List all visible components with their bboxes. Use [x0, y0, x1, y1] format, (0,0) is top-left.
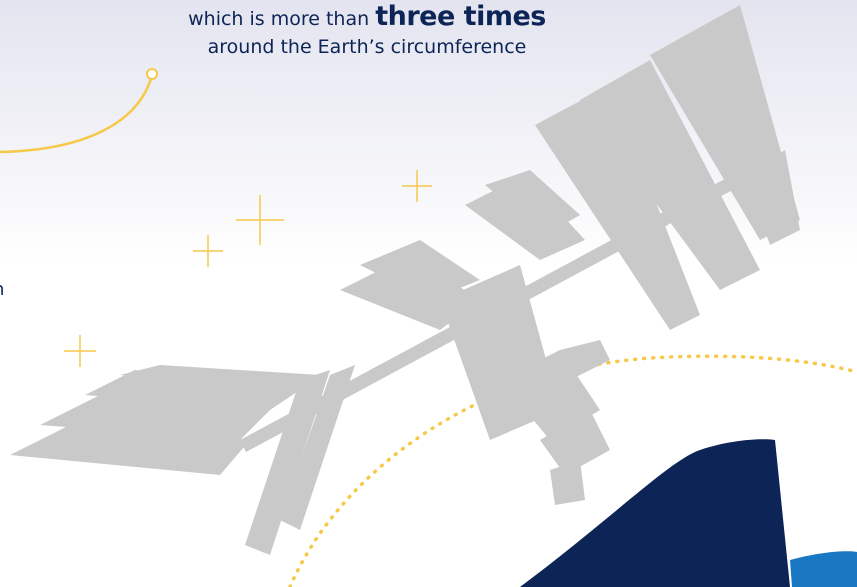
orbit-path: [288, 354, 857, 587]
connector-dot: [146, 68, 158, 80]
connector-curve: [0, 74, 154, 154]
headline-prefix: which is more than: [188, 8, 370, 30]
blue-shape: [790, 551, 857, 587]
sparkles: [64, 170, 432, 367]
headline-line-1: which is more than three times: [0, 0, 734, 36]
headline: which is more than three times around th…: [0, 0, 734, 58]
edge-text: n: [0, 279, 4, 300]
space-station: [10, 5, 800, 555]
headline-emphasis: three times: [375, 1, 546, 32]
navy-shape: [520, 439, 790, 587]
headline-line-2: around the Earth’s circumference: [207, 36, 527, 58]
